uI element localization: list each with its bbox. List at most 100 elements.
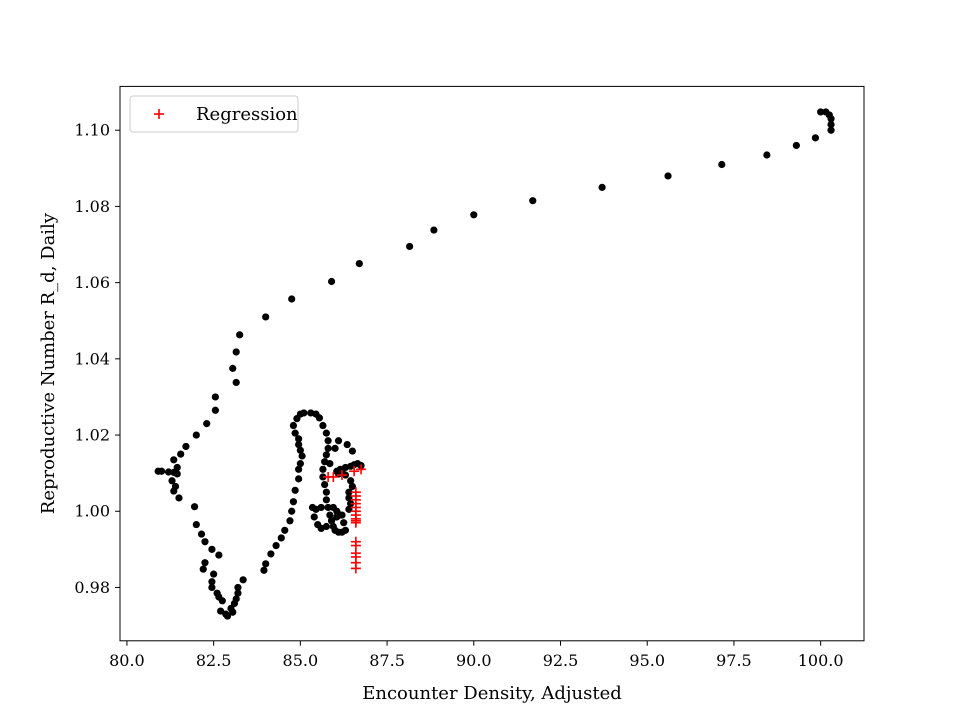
data-point	[310, 513, 318, 521]
x-tick-label: 95.0	[629, 651, 665, 670]
data-point	[267, 550, 275, 558]
x-tick-label: 100.0	[798, 651, 844, 670]
data-point	[324, 444, 332, 452]
data-point	[598, 183, 606, 191]
data-point	[236, 331, 244, 339]
y-axis-label: Reproductive Number R_d, Daily	[38, 212, 59, 514]
data-point	[190, 503, 199, 511]
data-point	[210, 570, 218, 578]
data-point	[175, 494, 183, 502]
regression-point	[328, 471, 339, 482]
data-point	[229, 364, 237, 372]
data-point	[326, 460, 334, 468]
data-point	[168, 477, 176, 485]
data-point	[223, 612, 232, 620]
x-tick-label: 85.0	[283, 651, 319, 670]
data-point	[154, 467, 162, 475]
data-point	[192, 431, 200, 439]
y-tick-label: 1.04	[74, 349, 110, 368]
data-point	[177, 450, 185, 458]
data-point	[331, 444, 339, 452]
data-point	[260, 566, 268, 574]
x-tick-label: 97.5	[716, 651, 752, 670]
data-point	[291, 486, 299, 494]
data-point	[288, 507, 296, 515]
data-point	[319, 421, 327, 430]
data-point	[340, 519, 348, 527]
data-point	[321, 480, 329, 489]
data-point	[201, 538, 209, 546]
data-point	[295, 465, 303, 473]
regression-point	[350, 515, 361, 526]
y-tick-label: 1.06	[74, 273, 110, 292]
data-point	[291, 429, 299, 437]
y-tick-label: 1.08	[74, 197, 110, 216]
data-point	[322, 496, 330, 504]
data-point	[343, 440, 351, 449]
data-point	[308, 503, 317, 512]
data-point	[296, 460, 304, 468]
data-point	[296, 446, 304, 454]
data-point	[288, 295, 296, 303]
data-point	[718, 160, 726, 169]
data-point	[262, 313, 270, 321]
regression-point	[356, 464, 367, 475]
y-tick-label: 0.98	[74, 578, 110, 597]
data-point	[326, 511, 334, 519]
regression-point	[350, 563, 361, 574]
legend-box	[129, 95, 299, 133]
data-point	[295, 475, 303, 483]
data-point	[203, 420, 211, 428]
data-point	[338, 511, 346, 519]
data-point	[182, 442, 190, 451]
y-axis-ticks: 0.98 1.00 1.02 1.04 1.06 1.08 1.10	[74, 121, 120, 597]
data-point	[345, 494, 353, 502]
data-point	[208, 583, 216, 592]
data-point	[216, 607, 225, 615]
data-point	[277, 534, 285, 542]
y-tick-label: 1.00	[74, 502, 110, 521]
data-point	[827, 126, 835, 134]
data-point	[192, 520, 200, 529]
x-axis-label: Encounter Density, Adjusted	[362, 683, 622, 704]
data-point	[664, 172, 672, 180]
data-point	[406, 242, 414, 251]
data-point	[295, 440, 303, 449]
data-point	[345, 488, 353, 496]
data-point	[211, 393, 219, 401]
data-point	[322, 522, 330, 531]
data-point	[232, 378, 240, 387]
data-point	[208, 578, 216, 586]
data-point	[215, 551, 223, 559]
data-point	[262, 560, 270, 568]
data-point	[322, 429, 330, 437]
data-point	[827, 120, 835, 129]
data-point	[345, 505, 353, 513]
data-point	[319, 473, 327, 481]
plot-frame	[119, 85, 865, 642]
data-point	[234, 589, 242, 597]
data-point	[822, 108, 830, 116]
data-point	[211, 406, 219, 414]
data-point	[327, 517, 336, 525]
data-point	[272, 541, 280, 550]
data-point	[170, 468, 178, 476]
legend-plus-marker	[154, 109, 164, 119]
y-tick-label: 1.10	[74, 121, 110, 140]
data-point	[232, 595, 240, 603]
y-tick-label: 1.02	[74, 426, 110, 445]
data-point	[298, 452, 306, 460]
data-point	[300, 409, 308, 417]
data-point	[811, 134, 820, 142]
legend-label-regression: Regression	[196, 104, 298, 125]
data-point	[329, 503, 337, 512]
data-point	[208, 545, 216, 553]
data-point	[232, 348, 240, 356]
data-point	[324, 437, 332, 445]
chart-marks	[154, 108, 835, 620]
x-axis-ticks: 80.0 82.5 85.0 87.5 90.0 92.5 95.0 97.5 100.0	[109, 640, 844, 670]
data-point	[289, 498, 298, 506]
data-point	[792, 141, 800, 150]
data-point	[218, 597, 226, 605]
